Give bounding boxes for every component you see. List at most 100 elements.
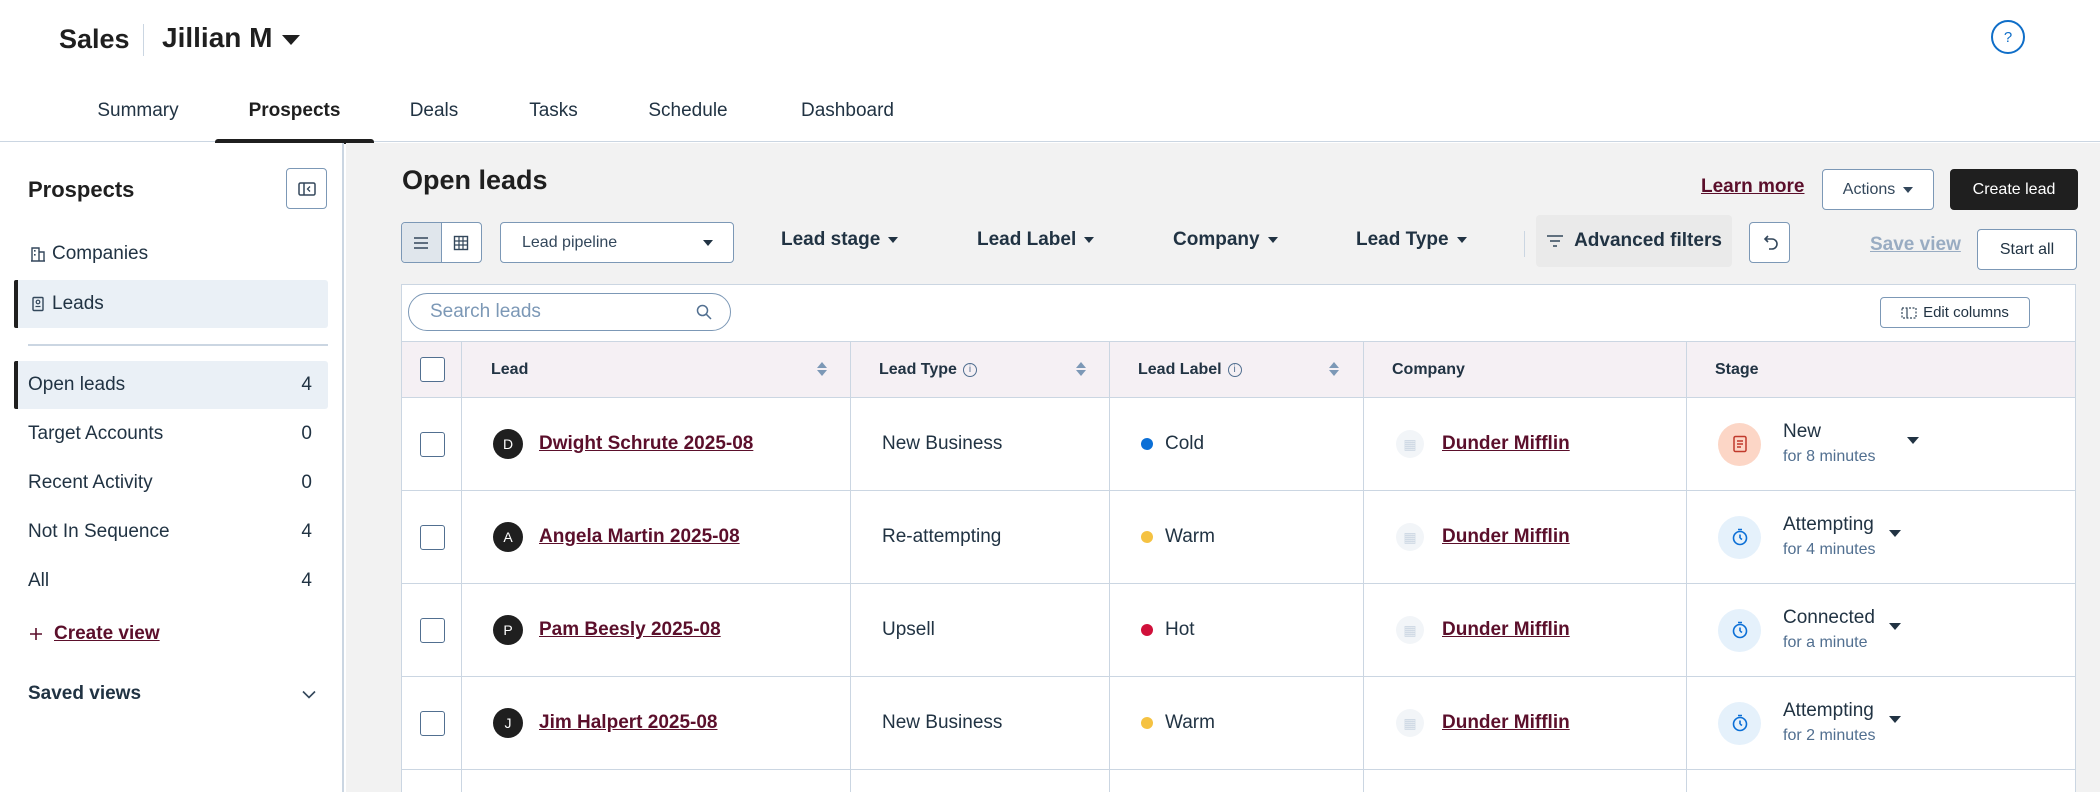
sidebar: Prospects Companies Leads Open leads 4 T…	[0, 143, 344, 792]
caret-down-icon	[1084, 237, 1095, 243]
company-link[interactable]: Dunder Mifflin	[1442, 619, 1570, 640]
column-label: Company	[1392, 360, 1465, 378]
sort-icon[interactable]	[817, 362, 827, 376]
view-not-in-sequence[interactable]: Not In Sequence 4	[14, 508, 328, 556]
create-view-label: Create view	[54, 623, 160, 644]
column-header-lead[interactable]: Lead	[491, 342, 528, 397]
new-lead-svg	[1732, 435, 1747, 453]
caret-down-icon	[1903, 186, 1914, 193]
sort-icon[interactable]	[1329, 362, 1339, 376]
leads-table: Edit columns Lead Lead Type i Lead Label i…	[401, 284, 2076, 792]
company-logo-icon: ▦	[1396, 709, 1424, 737]
column-label: Lead	[491, 360, 529, 378]
tab-prospects[interactable]: Prospects	[215, 80, 374, 144]
collapse-sidebar-button[interactable]	[286, 168, 327, 209]
advanced-filters-button[interactable]: Advanced filters	[1536, 215, 1732, 267]
create-view-link[interactable]: Create view	[28, 623, 160, 645]
saved-views-toggle[interactable]: Saved views	[28, 683, 316, 705]
label-color-dot	[1141, 531, 1153, 543]
lead-label-cell: Warm	[1141, 677, 1215, 769]
stage-dropdown-icon[interactable]	[1888, 622, 1901, 630]
stage-dropdown-icon[interactable]	[1907, 436, 1920, 444]
sort-icon[interactable]	[1076, 362, 1086, 376]
leads-icon	[32, 296, 44, 312]
tab-tasks[interactable]: Tasks	[529, 100, 578, 121]
company-cell: ▦ Dunder Mifflin	[1396, 677, 1570, 769]
select-all-checkbox[interactable]	[420, 357, 445, 382]
stopwatch-icon	[1718, 608, 1761, 652]
tab-dashboard[interactable]: Dashboard	[801, 100, 894, 121]
lead-cell: D Dwight Schrute 2025-08	[493, 398, 753, 490]
sidebar-item-leads[interactable]: Leads	[14, 280, 328, 328]
plus-icon	[30, 628, 42, 640]
tab-schedule[interactable]: Schedule	[648, 100, 728, 121]
table-row[interactable]: A Angela Martin 2025-08 Re-attempting Wa…	[402, 491, 2075, 584]
stage-duration: for a minute	[1783, 634, 1868, 651]
filter-lead-stage[interactable]: Lead stage	[781, 229, 899, 251]
view-open-leads[interactable]: Open leads 4	[14, 361, 328, 409]
new-lead-icon	[1718, 422, 1761, 466]
company-link[interactable]: Dunder Mifflin	[1442, 712, 1570, 733]
lead-link[interactable]: Dwight Schrute 2025-08	[539, 433, 754, 454]
lead-link[interactable]: Pam Beesly 2025-08	[539, 619, 721, 640]
table-row[interactable]: D Dwight Schrute 2025-08 New Business Co…	[402, 398, 2075, 491]
tab-deals[interactable]: Deals	[409, 100, 459, 121]
filter-company[interactable]: Company	[1173, 229, 1278, 251]
lead-cell: P Pam Beesly 2025-08	[493, 584, 721, 676]
stopwatch-svg	[1732, 528, 1747, 546]
stage-duration: for 2 minutes	[1783, 727, 1876, 744]
table-row[interactable]: J Jim Halpert 2025-08 New Business Warm …	[402, 677, 2075, 770]
view-count: 4	[301, 374, 312, 395]
company-cell: ▦ Dunder Mifflin	[1396, 491, 1570, 583]
row-checkbox[interactable]	[420, 431, 445, 457]
tab-bar: Summary Prospects Deals Tasks Schedule D…	[0, 80, 2100, 144]
row-checkbox[interactable]	[420, 710, 445, 736]
help-icon[interactable]: ?	[1991, 20, 2025, 54]
stage-cell: New for 8 minutes	[1718, 398, 1920, 490]
column-header-lead-label[interactable]: Lead Label i	[1138, 342, 1242, 397]
stage-text: New for 8 minutes	[1783, 419, 1875, 469]
view-recent-activity[interactable]: Recent Activity 0	[14, 459, 328, 507]
list-view-button[interactable]	[402, 223, 442, 262]
table-row[interactable]: P Pam Beesly 2025-08 Upsell Hot ▦ Dunder…	[402, 584, 2075, 677]
actions-button[interactable]: Actions	[1822, 169, 1934, 210]
column-header-stage[interactable]: Stage	[1715, 342, 1759, 397]
create-lead-button[interactable]: Create lead	[1950, 169, 2078, 210]
sidebar-item-companies[interactable]: Companies	[14, 230, 328, 278]
view-count: 0	[301, 472, 312, 493]
columns-icon	[1901, 306, 1917, 319]
column-header-company[interactable]: Company	[1392, 342, 1465, 397]
column-divider	[850, 341, 851, 792]
lead-link[interactable]: Angela Martin 2025-08	[539, 526, 740, 547]
company-link[interactable]: Dunder Mifflin	[1442, 526, 1570, 547]
user-switcher[interactable]: Jillian M	[162, 22, 301, 54]
stage-dropdown-icon[interactable]	[1889, 529, 1902, 537]
search-icon[interactable]	[696, 304, 712, 320]
lead-type-cell: New Business	[882, 433, 1003, 454]
view-all[interactable]: All 4	[14, 557, 328, 605]
stage-dropdown-icon[interactable]	[1889, 715, 1902, 723]
start-all-button[interactable]: Start all	[1977, 229, 2077, 270]
info-icon[interactable]: i	[962, 362, 977, 377]
edit-columns-button[interactable]: Edit columns	[1880, 297, 2030, 328]
filter-lead-label[interactable]: Lead Label	[977, 229, 1095, 251]
label-color-dot	[1141, 624, 1153, 636]
filter-lead-type[interactable]: Lead Type	[1356, 229, 1467, 251]
learn-more-link[interactable]: Learn more	[1701, 176, 1805, 197]
lead-link[interactable]: Jim Halpert 2025-08	[539, 712, 718, 733]
save-view-button[interactable]: Save view	[1870, 234, 1961, 255]
row-checkbox[interactable]	[420, 524, 445, 550]
pipeline-select[interactable]: Lead pipeline	[500, 222, 734, 263]
label-color-dot	[1141, 717, 1153, 729]
tab-summary[interactable]: Summary	[97, 100, 179, 121]
board-view-button[interactable]	[442, 223, 482, 262]
column-header-lead-type[interactable]: Lead Type i	[879, 342, 977, 397]
row-checkbox[interactable]	[420, 617, 445, 643]
search-input[interactable]	[430, 301, 680, 323]
column-label: Stage	[1715, 360, 1759, 378]
label-color-dot	[1141, 438, 1153, 450]
info-icon[interactable]: i	[1227, 362, 1242, 377]
view-target-accounts[interactable]: Target Accounts 0	[14, 410, 328, 458]
reset-button[interactable]	[1749, 222, 1790, 263]
company-link[interactable]: Dunder Mifflin	[1442, 433, 1570, 454]
